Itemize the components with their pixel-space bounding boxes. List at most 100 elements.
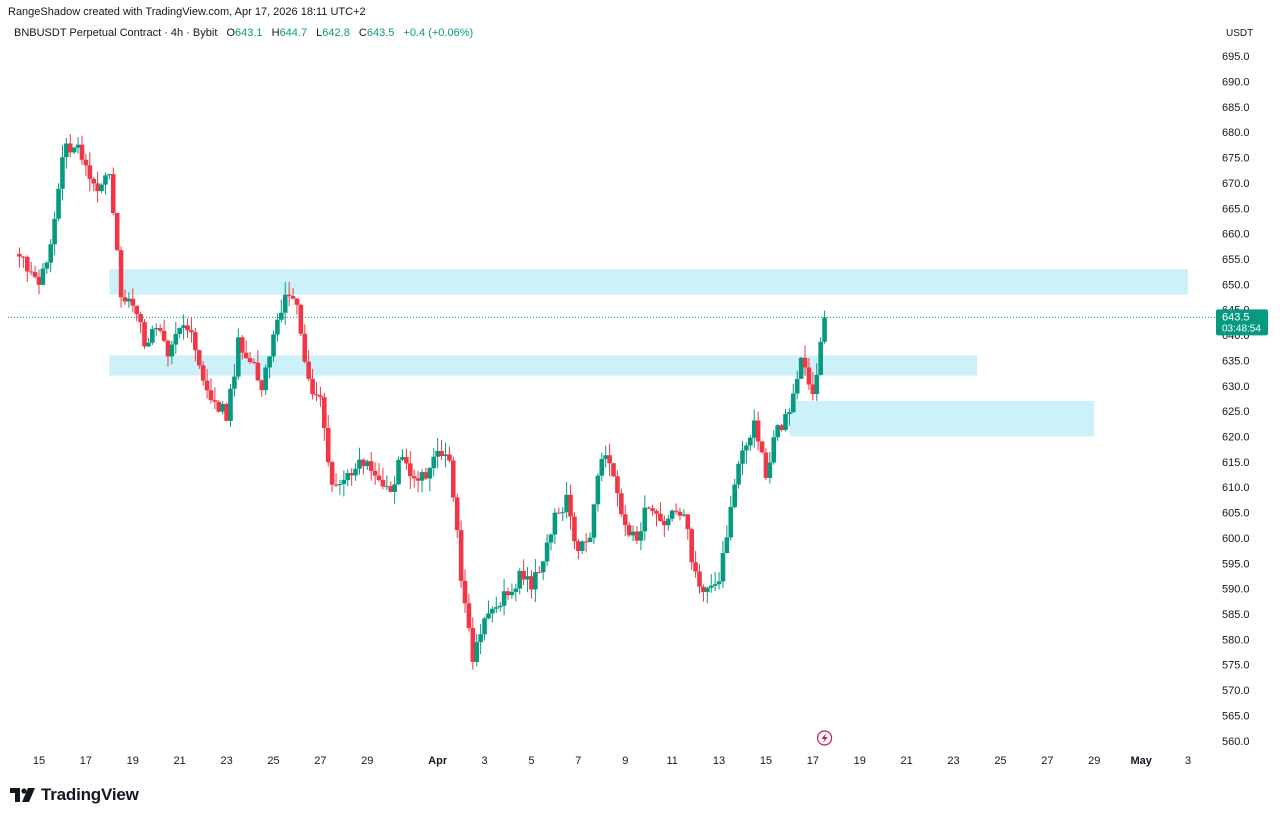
- y-tick-label-22: 670.0: [1222, 178, 1250, 190]
- candle-136: [548, 533, 554, 551]
- candle-body: [458, 530, 464, 581]
- price-badge: 643.503:48:54: [1216, 309, 1268, 336]
- candle-body: [204, 380, 210, 391]
- candle-138: [556, 507, 562, 514]
- candle-25: [114, 212, 120, 252]
- candle-body: [91, 178, 97, 184]
- candle-51: [216, 400, 222, 413]
- candle-147: [591, 504, 597, 544]
- candle-105: [427, 466, 433, 492]
- candle-34: [150, 325, 155, 345]
- candle-152: [611, 462, 616, 478]
- candle-body: [134, 305, 140, 315]
- candle-32: [142, 319, 147, 350]
- candle-body: [79, 144, 85, 160]
- candle-127: [513, 583, 519, 602]
- candle-body: [365, 461, 370, 467]
- x-tick-label-24: 3: [1185, 755, 1191, 767]
- candle-71: [294, 297, 300, 315]
- candle-body: [462, 580, 468, 604]
- candle-body: [638, 531, 644, 541]
- symbol-title: BNBUSDT Perpetual Contract · 4h · Bybit: [14, 27, 218, 39]
- candle-193: [771, 430, 777, 465]
- candle-body: [583, 541, 589, 543]
- candle-90: [368, 451, 374, 481]
- candle-28: [126, 292, 132, 308]
- x-tick-label-5: 25: [267, 755, 279, 767]
- candle-body: [165, 340, 171, 357]
- candle-body: [744, 445, 749, 451]
- candle-body: [490, 608, 495, 614]
- candle-201: [802, 345, 808, 376]
- candle-145: [583, 532, 589, 553]
- event-marker-bolt: [821, 733, 828, 743]
- candle-100: [407, 450, 413, 490]
- price-badge-countdown: 03:48:54: [1222, 323, 1261, 334]
- candle-141: [568, 484, 573, 530]
- candle-body: [478, 634, 483, 643]
- candle-body: [310, 378, 315, 395]
- candle-body: [130, 298, 136, 306]
- candle-124: [501, 578, 507, 616]
- candle-body: [196, 350, 202, 366]
- candle-body: [572, 516, 577, 542]
- candle-0: [17, 247, 22, 268]
- candle-111: [450, 456, 456, 502]
- candle-4: [32, 265, 38, 279]
- candle-body: [439, 450, 444, 457]
- x-tick-label-9: 3: [481, 755, 487, 767]
- candle-body: [525, 576, 530, 580]
- chart-credit: RangeShadow created with TradingView.com…: [8, 6, 366, 18]
- candle-44: [189, 317, 194, 343]
- candle-174: [697, 564, 702, 594]
- brand[interactable]: TradingView: [10, 785, 139, 804]
- candle-body: [21, 256, 26, 258]
- candle-body: [142, 322, 147, 347]
- x-tick-label-12: 9: [622, 755, 628, 767]
- candle-body: [693, 562, 698, 572]
- candle-131: [529, 570, 534, 599]
- candle-29: [130, 288, 136, 313]
- y-tick-label-8: 600.0: [1222, 533, 1250, 545]
- candle-143: [576, 539, 581, 560]
- candle-body: [779, 425, 784, 430]
- candle-17: [83, 153, 89, 177]
- candle-98: [400, 449, 405, 462]
- candle-body: [521, 570, 526, 580]
- candle-91: [372, 462, 378, 485]
- x-tick-label-10: 5: [528, 755, 534, 767]
- open-value: 643.1: [235, 27, 263, 39]
- candle-body: [181, 325, 186, 328]
- candle-115: [466, 593, 472, 632]
- candle-body: [161, 330, 167, 341]
- candle-190: [759, 441, 765, 454]
- candle-body: [103, 175, 108, 185]
- candle-102: [415, 470, 421, 493]
- candle-body: [24, 256, 30, 272]
- candle-body: [576, 541, 581, 551]
- candle-10: [56, 183, 61, 222]
- candle-body: [810, 384, 816, 395]
- candle-body: [189, 330, 194, 333]
- candle-body: [17, 253, 22, 257]
- candle-40: [173, 321, 179, 355]
- candle-117: [474, 633, 480, 667]
- candle-body: [556, 512, 562, 514]
- candle-48: [204, 368, 210, 399]
- y-axis: 560.0 565.0 570.0 575.0 580.0 585.0 590.0 595.0…: [1222, 51, 1250, 748]
- candle-body: [138, 314, 143, 323]
- candle-5: [36, 269, 42, 295]
- x-tick-label-6: 27: [314, 755, 326, 767]
- candle-37: [161, 319, 167, 343]
- candle-43: [185, 318, 190, 338]
- candle-body: [75, 144, 81, 148]
- candle-12: [64, 137, 69, 169]
- candle-body: [798, 357, 804, 379]
- candle-body: [431, 456, 437, 469]
- candle-body: [52, 218, 57, 245]
- candle-body: [607, 455, 612, 464]
- y-tick-label-4: 580.0: [1222, 634, 1250, 646]
- candle-47: [200, 361, 206, 386]
- candle-119: [482, 616, 487, 641]
